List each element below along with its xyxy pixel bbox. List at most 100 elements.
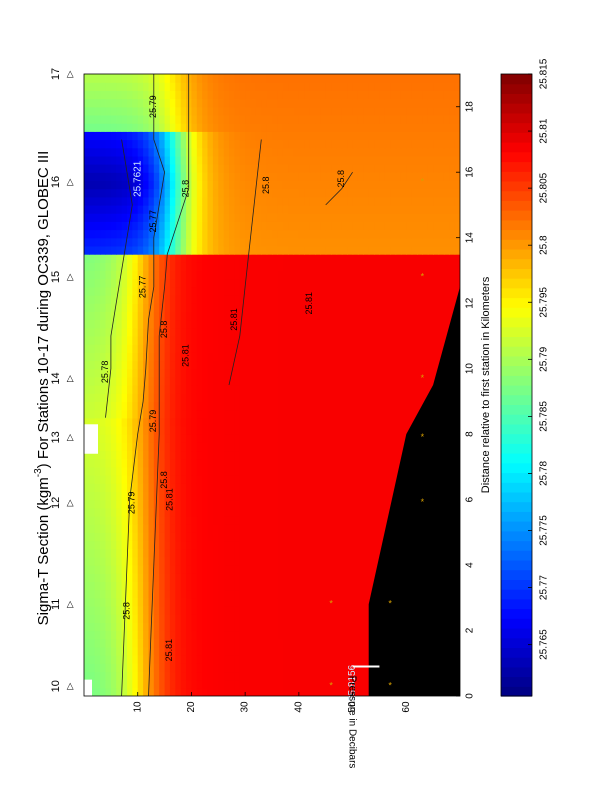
field-cell — [202, 278, 209, 288]
field-cell — [127, 458, 133, 468]
field-cell — [255, 385, 262, 394]
field-cell — [169, 164, 176, 173]
field-cell — [127, 352, 133, 362]
field-cell — [261, 295, 268, 304]
field-cell — [341, 548, 348, 558]
field-cell — [202, 106, 209, 116]
field-cell — [293, 303, 300, 312]
field-cell — [218, 327, 225, 337]
field-cell — [406, 270, 413, 280]
field-cell — [341, 450, 348, 460]
field-cell — [315, 597, 321, 607]
field-cell — [143, 646, 150, 656]
field-cell — [191, 139, 198, 149]
field-cell — [288, 393, 295, 402]
field-cell — [110, 491, 117, 501]
field-cell — [411, 114, 418, 124]
field-cell — [207, 311, 214, 321]
field-cell — [406, 196, 413, 206]
field-cell — [374, 114, 381, 124]
field-cell — [239, 417, 246, 427]
field-cell — [315, 213, 321, 222]
field-cell — [218, 491, 225, 501]
field-cell — [186, 556, 193, 566]
field-cell — [390, 245, 397, 255]
field-cell — [191, 254, 198, 263]
field-cell — [325, 393, 332, 402]
field-cell — [261, 434, 268, 443]
field-cell — [186, 196, 193, 206]
field-cell — [153, 319, 160, 329]
field-cell — [245, 376, 252, 386]
field-cell — [207, 131, 214, 141]
field-cell — [121, 630, 128, 640]
field-cell — [127, 327, 133, 337]
field-cell — [261, 409, 268, 419]
field-cell — [293, 646, 300, 656]
field-cell — [341, 573, 348, 582]
field-cell — [406, 164, 413, 173]
field-cell — [443, 221, 450, 231]
field-cell — [94, 352, 101, 362]
field-cell — [304, 344, 311, 353]
field-cell — [379, 352, 386, 362]
field-cell — [379, 139, 386, 149]
field-cell — [368, 417, 375, 427]
field-cell — [449, 123, 456, 132]
field-cell — [148, 262, 155, 271]
field-cell — [336, 556, 343, 566]
field-cell — [116, 262, 123, 271]
field-cell — [320, 188, 327, 198]
field-cell — [207, 344, 214, 353]
field-cell — [320, 425, 327, 435]
field-cell — [100, 237, 107, 247]
field-cell — [223, 589, 230, 599]
field-cell — [363, 393, 370, 402]
field-cell — [229, 475, 235, 484]
field-cell — [169, 204, 176, 214]
field-cell — [438, 114, 445, 124]
field-cell — [255, 245, 262, 255]
field-cell — [341, 466, 348, 476]
field-cell — [363, 540, 370, 550]
field-cell — [212, 450, 219, 460]
field-cell — [250, 278, 257, 288]
field-cell — [218, 434, 225, 443]
field-cell — [148, 679, 155, 689]
field-cell — [293, 573, 300, 582]
field-cell — [148, 335, 155, 345]
field-cell — [309, 254, 316, 263]
field-cell — [180, 589, 187, 599]
field-cell — [164, 409, 171, 419]
field-cell — [127, 401, 133, 411]
field-cell — [304, 663, 311, 673]
field-cell — [331, 589, 338, 599]
field-cell — [186, 335, 193, 345]
field-cell — [250, 254, 257, 263]
field-cell — [100, 581, 107, 591]
field-cell — [116, 630, 123, 640]
field-cell — [164, 687, 171, 696]
field-cell — [196, 385, 203, 394]
field-cell — [137, 565, 144, 574]
field-cell — [239, 581, 246, 591]
field-cell — [164, 507, 171, 517]
field-cell — [315, 376, 321, 386]
field-cell — [298, 630, 305, 640]
field-cell — [229, 188, 235, 198]
field-cell — [427, 344, 434, 353]
field-cell — [315, 327, 321, 337]
field-cell — [234, 515, 241, 525]
field-cell — [331, 458, 338, 468]
field-cell — [379, 425, 386, 435]
field-cell — [277, 311, 284, 321]
field-cell — [186, 172, 193, 181]
field-cell — [288, 295, 295, 304]
field-cell — [449, 237, 456, 247]
field-cell — [357, 335, 364, 345]
field-cell — [245, 155, 252, 165]
field-cell — [309, 671, 316, 681]
field-cell — [191, 376, 198, 386]
field-cell — [422, 221, 429, 231]
field-cell — [191, 393, 198, 402]
